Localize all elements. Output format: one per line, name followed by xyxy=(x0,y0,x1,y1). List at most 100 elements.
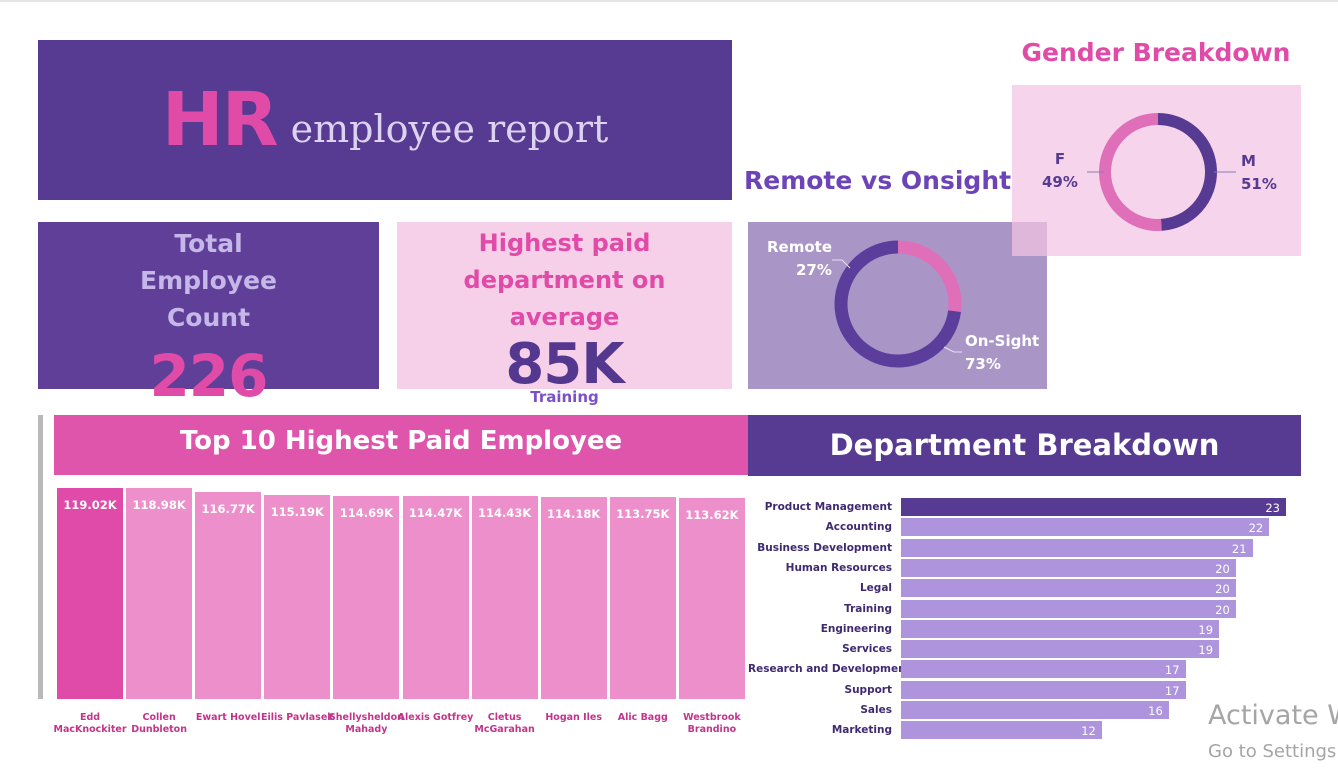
department-bar: 12 xyxy=(901,721,1102,740)
top10-bar-group: 113.75K Alic Bagg xyxy=(609,476,676,744)
top10-bar-name: Alic Bagg xyxy=(617,712,668,723)
female-label-name: F xyxy=(1054,150,1066,168)
activate-windows-subtitle: Go to Settings to activate Windows. xyxy=(1208,741,1338,762)
top10-bar-name: Alexis Gotfrey xyxy=(397,712,474,723)
remote-slice-on-sight xyxy=(834,240,961,368)
top10-bar-name: Cletus McGarahan xyxy=(474,712,535,735)
female-label: F 49% xyxy=(1042,148,1078,194)
female-label-pct: 49% xyxy=(1042,173,1078,191)
top10-bar-group: 119.02K Edd MacKnockiter xyxy=(53,476,127,744)
department-row: Legal 20 xyxy=(748,579,1308,598)
department-chart-title: Department Breakdown xyxy=(748,415,1301,476)
department-row: Services 19 xyxy=(748,640,1308,659)
total-employee-label: Total Employee Count xyxy=(140,229,277,332)
department-name: Support xyxy=(844,683,892,696)
remote-label-name: Remote xyxy=(767,238,833,256)
department-bar: 19 xyxy=(901,640,1220,659)
department-row: Training 20 xyxy=(748,599,1308,618)
department-row: Business Development 21 xyxy=(748,538,1308,557)
top10-bar-group: 114.18K Hogan Iles xyxy=(540,476,607,744)
department-count: 19 xyxy=(1198,643,1214,658)
top10-bar-value: 118.98K xyxy=(132,498,186,513)
remote-chart-panel: Remote 27% On-Sight 73% xyxy=(748,222,1047,389)
department-row: Marketing 12 xyxy=(748,721,1308,740)
total-employee-card: Total Employee Count 226 xyxy=(38,222,379,410)
top10-bar-value: 114.47K xyxy=(408,506,463,521)
top10-bar-group: 116.77K Ewart Hovel xyxy=(195,476,262,744)
top10-bar xyxy=(471,496,538,699)
male-label: M 51% xyxy=(1241,150,1277,196)
title-subtitle: employee report xyxy=(290,107,609,151)
highest-paid-department: Training xyxy=(530,388,599,406)
top10-bar-value: 113.62K xyxy=(685,507,739,522)
department-name: Legal xyxy=(859,582,892,595)
top10-bar xyxy=(333,495,400,699)
department-row: Support 17 xyxy=(748,680,1308,699)
top10-bar-group: 114.69K Shellysheldon Mahady xyxy=(329,476,404,744)
top10-bar-name: Collen Dunbleton xyxy=(131,712,187,735)
department-count: 21 xyxy=(1231,541,1247,556)
department-row: Research and Development 17 xyxy=(748,660,1308,679)
onsight-label-pct: 73% xyxy=(965,355,1001,373)
top10-bar-value: 114.43K xyxy=(477,506,532,521)
gender-chart-panel: F 49% M 51% xyxy=(1012,85,1301,256)
top10-bar-value: 116.77K xyxy=(201,501,255,516)
onsight-label: On-Sight 73% xyxy=(965,330,1039,376)
department-name: Services xyxy=(842,643,892,656)
gender-donut xyxy=(1087,113,1236,231)
top10-bar xyxy=(195,491,262,699)
onsight-label-name: On-Sight xyxy=(965,332,1040,350)
section-accent-bar xyxy=(38,415,43,699)
department-name: Accounting xyxy=(825,521,892,534)
top10-bar-group: 118.98K Collen Dunbleton xyxy=(126,476,193,744)
department-name: Sales xyxy=(860,704,892,716)
highest-paid-label: Highest paid department on average xyxy=(463,229,666,331)
department-count: 20 xyxy=(1215,602,1230,617)
department-count: 17 xyxy=(1164,663,1180,678)
department-row: Accounting 22 xyxy=(748,518,1308,537)
top10-bar-value: 115.19K xyxy=(270,504,324,519)
top10-bar-group: 115.19K Eilis Pavlasek xyxy=(261,476,334,744)
department-bar: 23 xyxy=(901,498,1286,516)
department-count: 17 xyxy=(1164,683,1180,698)
department-bar: 17 xyxy=(901,660,1186,679)
top10-bar xyxy=(678,497,745,699)
remote-chart-title: Remote vs Onsight xyxy=(744,166,1012,195)
department-row: Human Resources 20 xyxy=(748,558,1308,577)
department-count: 19 xyxy=(1198,622,1214,637)
top10-bar xyxy=(57,488,123,699)
remote-donut xyxy=(832,240,962,368)
top10-bar-name: Hogan Iles xyxy=(545,712,603,723)
top10-bar-group: 113.62K Westbrook Brandino xyxy=(678,476,745,744)
total-employee-value: 226 xyxy=(149,342,268,410)
department-bar: 19 xyxy=(901,619,1220,638)
department-name: Training xyxy=(844,602,892,615)
department-name: Human Resources xyxy=(785,561,892,574)
top10-bar-value: 114.69K xyxy=(339,505,394,520)
top10-bar-chart: 119.02K Edd MacKnockiter 118.98K Collen Dun… xyxy=(53,476,746,744)
remote-leader-line xyxy=(832,259,851,269)
top10-bar-group: 114.47K Alexis Gotfrey xyxy=(398,476,473,744)
gender-chart-title: Gender Breakdown xyxy=(1021,38,1291,67)
top10-bar-value: 113.75K xyxy=(616,507,670,522)
department-bar: 17 xyxy=(901,680,1186,699)
department-bar: 20 xyxy=(901,579,1236,598)
top10-bar xyxy=(402,496,469,699)
department-count: 16 xyxy=(1148,704,1163,718)
top10-bar-value: 114.18K xyxy=(547,506,601,521)
remote-slice-remote xyxy=(897,240,962,312)
top10-chart-title: Top 10 Highest Paid Employee xyxy=(54,415,748,475)
top10-bar-value: 119.02K xyxy=(63,498,117,512)
department-bar: 22 xyxy=(901,518,1270,537)
activate-windows-title: Activate Windows xyxy=(1208,700,1338,731)
gender-slice-m xyxy=(1099,113,1162,231)
department-name: Marketing xyxy=(831,724,892,737)
top10-bar-name: Shellysheldon Mahady xyxy=(328,712,404,735)
department-name: Engineering xyxy=(820,622,892,635)
top10-bar-name: Eilis Pavlasek xyxy=(260,712,334,723)
top10-bar-name: Edd MacKnockiter xyxy=(53,712,127,735)
report-title-banner: HR employee report xyxy=(38,40,732,200)
department-row: Product Management 23 xyxy=(748,498,1308,516)
department-bar: 16 xyxy=(901,701,1169,719)
top10-bar xyxy=(540,496,607,699)
